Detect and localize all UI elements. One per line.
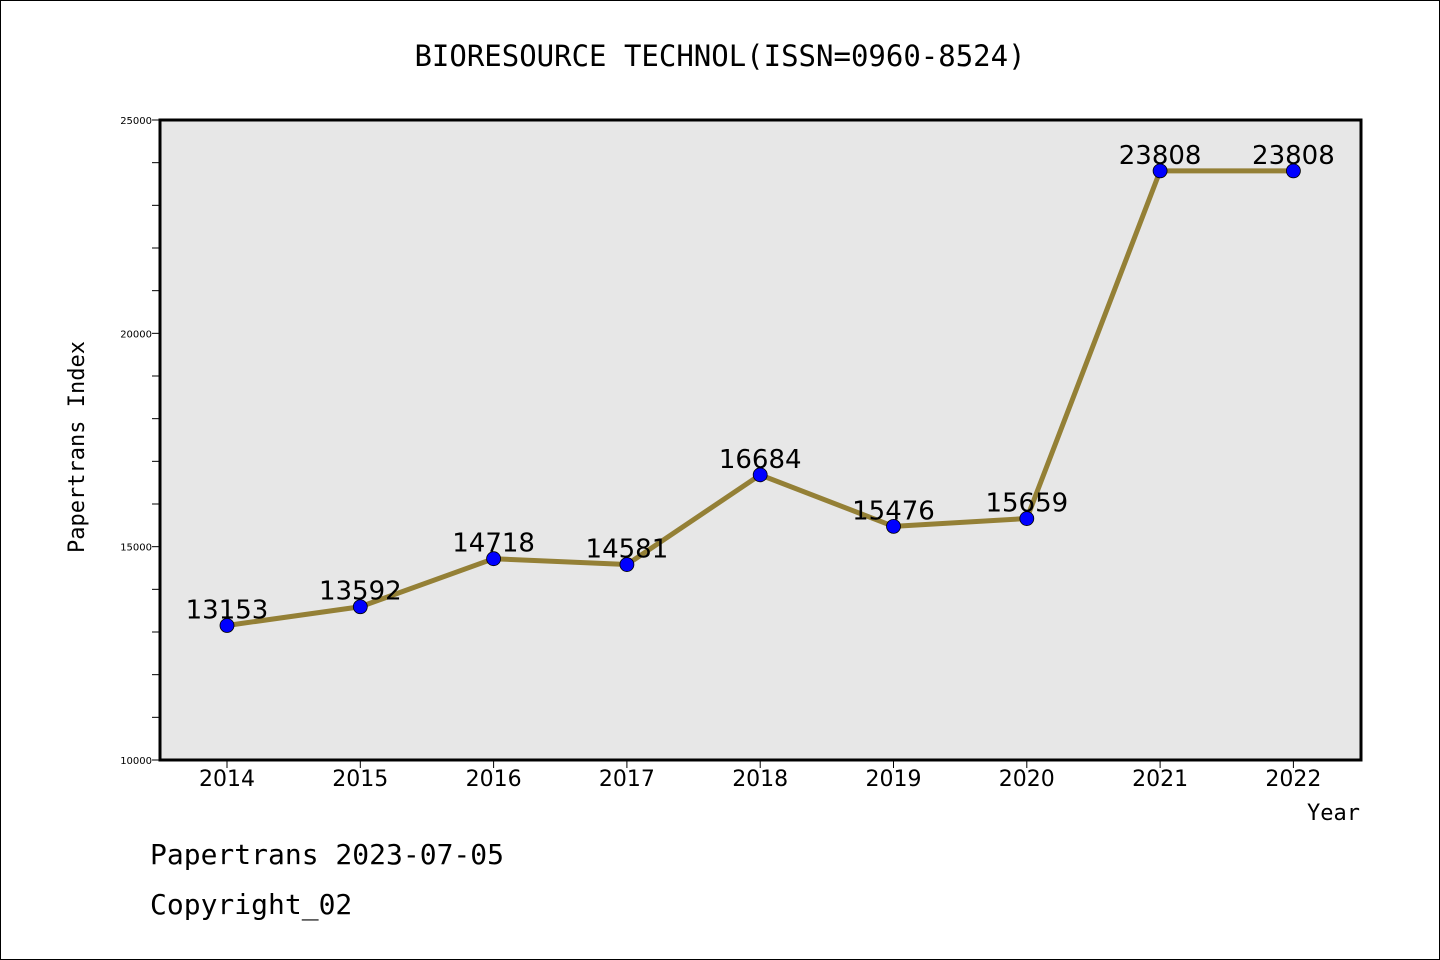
y-tick-label: 25000	[120, 116, 152, 127]
data-label: 13153	[186, 595, 269, 625]
series-points-group	[219, 163, 1301, 633]
y-tick-label: 10000	[120, 756, 152, 767]
data-point	[619, 557, 635, 572]
data-point	[1286, 163, 1301, 179]
data-point	[1019, 511, 1035, 526]
data-label: 14581	[586, 535, 669, 565]
x-tick-label: 2014	[199, 767, 255, 792]
y-axis: 10000 15000 20000 25000	[120, 116, 160, 767]
x-tick-label: 2019	[866, 767, 922, 792]
data-point	[1152, 163, 1168, 179]
x-tick-label: 2016	[466, 767, 522, 792]
x-tick-label: 2017	[599, 767, 655, 792]
data-label: 15659	[985, 489, 1068, 519]
x-tick-label: 2021	[1132, 767, 1188, 792]
data-labels-group: 13153 13592 14718 14581 16684 15476 15659 23808…	[186, 141, 1335, 626]
data-label: 16684	[719, 445, 802, 475]
x-tick-label: 2022	[1265, 767, 1321, 792]
data-point	[486, 551, 502, 567]
plot-area	[158, 118, 1363, 762]
footer-date: Papertrans 2023-07-05	[150, 838, 504, 871]
data-point	[886, 518, 901, 534]
data-label: 14718	[452, 529, 535, 559]
data-label: 23808	[1119, 141, 1202, 171]
x-tick-label: 2020	[999, 767, 1055, 792]
footer-copyright: Copyright_02	[150, 888, 352, 922]
y-tick-label: 20000	[120, 329, 152, 340]
y-tick-label: 15000	[120, 543, 152, 554]
data-label: 15476	[852, 496, 935, 526]
x-axis-title: Year	[1307, 801, 1360, 826]
x-tick-label: 2015	[332, 767, 388, 792]
data-point	[352, 599, 368, 615]
x-axis: 2014 2015 2016 2017 2018 2019 2020 2021 2022	[199, 760, 1321, 792]
y-axis-title: Papertrans Index	[65, 341, 90, 553]
data-label: 23808	[1252, 141, 1335, 171]
data-point	[752, 467, 768, 483]
x-tick-label: 2018	[732, 767, 788, 792]
data-point	[219, 618, 235, 633]
chart-title: BIORESOURCE TECHNOL(ISSN=0960-8524)	[414, 39, 1025, 73]
data-label: 13592	[319, 577, 402, 607]
